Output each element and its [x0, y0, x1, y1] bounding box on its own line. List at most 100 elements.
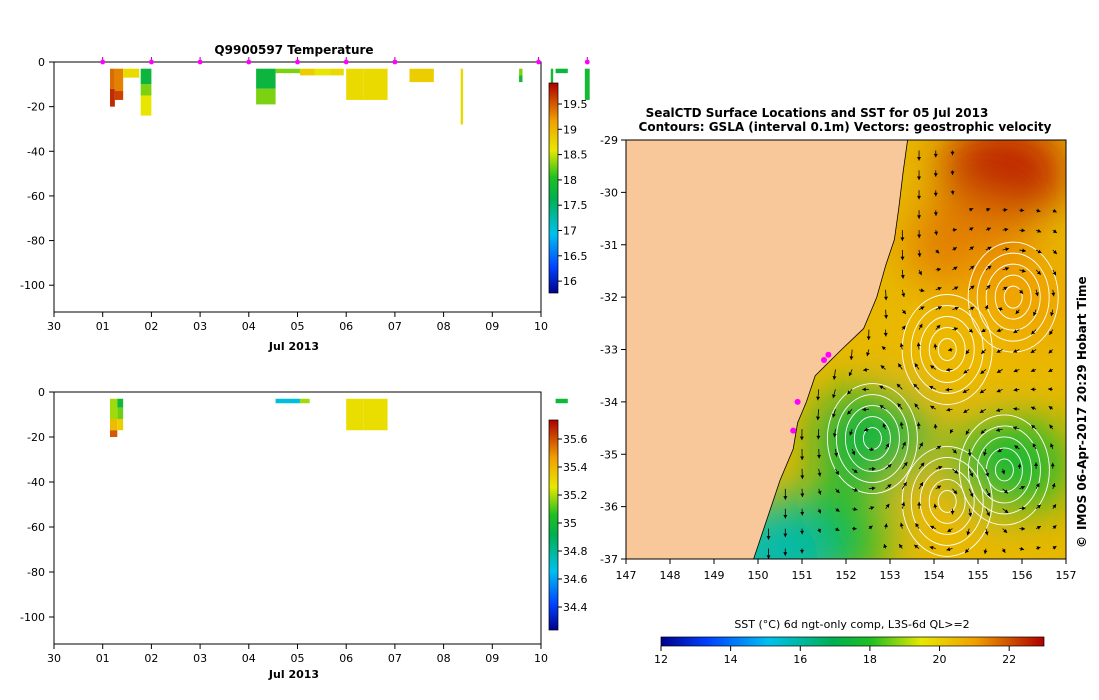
vector-arrowhead: [986, 512, 990, 517]
gsla-contour: [985, 263, 1041, 331]
x-tick-label: 06: [339, 652, 353, 665]
vector-arrowhead: [929, 385, 934, 390]
vector-arrowhead: [963, 369, 968, 374]
vector-arrowhead: [980, 370, 985, 374]
vector-arrowhead: [933, 343, 938, 348]
vector-arrowhead: [980, 429, 985, 434]
vector-arrowhead: [817, 454, 822, 459]
vector-arrowhead: [885, 443, 890, 448]
vector-arrowhead: [948, 347, 952, 352]
gsla-contour: [928, 327, 966, 372]
colorbar-tick-label: 34.4: [563, 601, 588, 614]
gsla-contour: [919, 467, 975, 535]
vector-arrowhead: [953, 266, 958, 271]
vector-arrowhead: [871, 486, 876, 491]
vector-arrowhead: [987, 265, 992, 270]
vector-arrowhead: [1013, 406, 1017, 411]
vector-arrowhead: [920, 462, 925, 467]
vector-arrowhead: [937, 306, 942, 310]
vector-arrowhead: [800, 530, 805, 535]
ctd-location: [794, 398, 801, 405]
profile-cell: [110, 88, 115, 107]
vector-arrowhead: [930, 405, 935, 410]
vector-arrowhead: [903, 462, 908, 467]
vector-arrowhead: [901, 325, 906, 330]
vector-arrowhead: [1030, 406, 1035, 411]
vector-arrowhead: [996, 408, 1001, 412]
vector-arrowhead: [849, 356, 854, 360]
vector-arrowhead: [883, 332, 888, 337]
gsla-contour: [976, 436, 1032, 504]
profile-cell: [550, 68, 554, 92]
vector-arrowhead: [835, 527, 840, 531]
vector-arrowhead: [914, 544, 919, 549]
vector-arrowhead: [1021, 228, 1026, 233]
vector-arrowhead: [937, 286, 942, 291]
vector-arrowhead: [1048, 368, 1053, 372]
vector-arrowhead: [853, 469, 858, 473]
vector-arrowhead: [1004, 509, 1009, 514]
vector-arrowhead: [835, 470, 839, 475]
vector-arrowhead: [950, 190, 955, 195]
profile-cell: [117, 407, 124, 419]
sst-colorbar-ticks: 12 14 16 18 20 22: [654, 646, 1016, 666]
vector-arrowhead: [1020, 546, 1025, 551]
vector-arrowhead: [1037, 249, 1042, 254]
gsla-contour: [976, 252, 1050, 342]
colorbar-tick-label: 35.2: [563, 489, 588, 502]
colorbar-tick-label: 16: [563, 275, 577, 288]
vector-arrowhead: [996, 328, 1001, 333]
vector-arrowhead: [1052, 525, 1057, 530]
vector-arrowhead: [1034, 462, 1039, 466]
vector-arrowhead: [897, 403, 902, 408]
profile-marker: [343, 59, 349, 65]
x-tick-label: 03: [193, 320, 207, 333]
vector-arrowhead: [984, 531, 989, 536]
lat-tick-label: -29: [600, 134, 618, 147]
x-tick-label: 07: [388, 320, 402, 333]
lat-tick-label: -37: [600, 553, 618, 566]
lat-tick-label: -33: [600, 344, 618, 357]
vector-arrowhead: [996, 388, 1001, 393]
vector-arrowhead: [1031, 330, 1036, 335]
y-tick-label: -80: [27, 235, 45, 248]
vector-arrowhead: [862, 407, 866, 412]
vector-arrowhead: [1017, 463, 1022, 468]
gsla-contour: [994, 274, 1032, 320]
vector-arrowhead: [817, 472, 822, 477]
gsla-contour: [1003, 285, 1023, 309]
vector-arrowhead: [1032, 443, 1037, 448]
y-tick-label: -60: [27, 190, 45, 203]
vector-arrowhead: [851, 451, 856, 456]
vector-arrowhead: [933, 192, 938, 197]
vector-arrowhead: [1004, 227, 1009, 232]
vector-arrowhead: [1001, 548, 1006, 553]
colorbar-tick-label: 19.5: [563, 98, 588, 111]
ctd-location: [790, 427, 797, 434]
vector-arrowhead: [899, 522, 904, 527]
lon-tick-label: 151: [792, 569, 813, 582]
x-tick-label: 01: [96, 652, 110, 665]
sst-colorbar-tick-label: 16: [793, 653, 807, 666]
sst-colorbar-tick-label: 22: [1002, 653, 1016, 666]
vector-arrowhead: [986, 492, 991, 497]
gsla-contour: [937, 338, 957, 361]
vector-arrowhead: [969, 492, 974, 498]
vector-arrowhead: [885, 503, 890, 508]
vector-arrowhead: [917, 195, 922, 200]
lon-tick-label: 154: [924, 569, 945, 582]
temperature-colorbar: [548, 82, 559, 294]
profile-time-markers: [100, 57, 590, 65]
x-tick-label: 02: [144, 320, 158, 333]
vector-arrowhead: [800, 549, 805, 554]
profile-cell: [409, 68, 434, 83]
vector-arrowhead: [866, 336, 871, 340]
vector-arrowhead: [1036, 208, 1041, 213]
map-title: SealCTD Surface Locations and SST for 05…: [646, 106, 989, 120]
vector-arrowhead: [903, 482, 907, 487]
vector-arrowhead: [952, 247, 957, 251]
vector-arrowhead: [1015, 310, 1020, 315]
profile-cell: [110, 68, 115, 89]
x-tick-label: 07: [388, 652, 402, 665]
